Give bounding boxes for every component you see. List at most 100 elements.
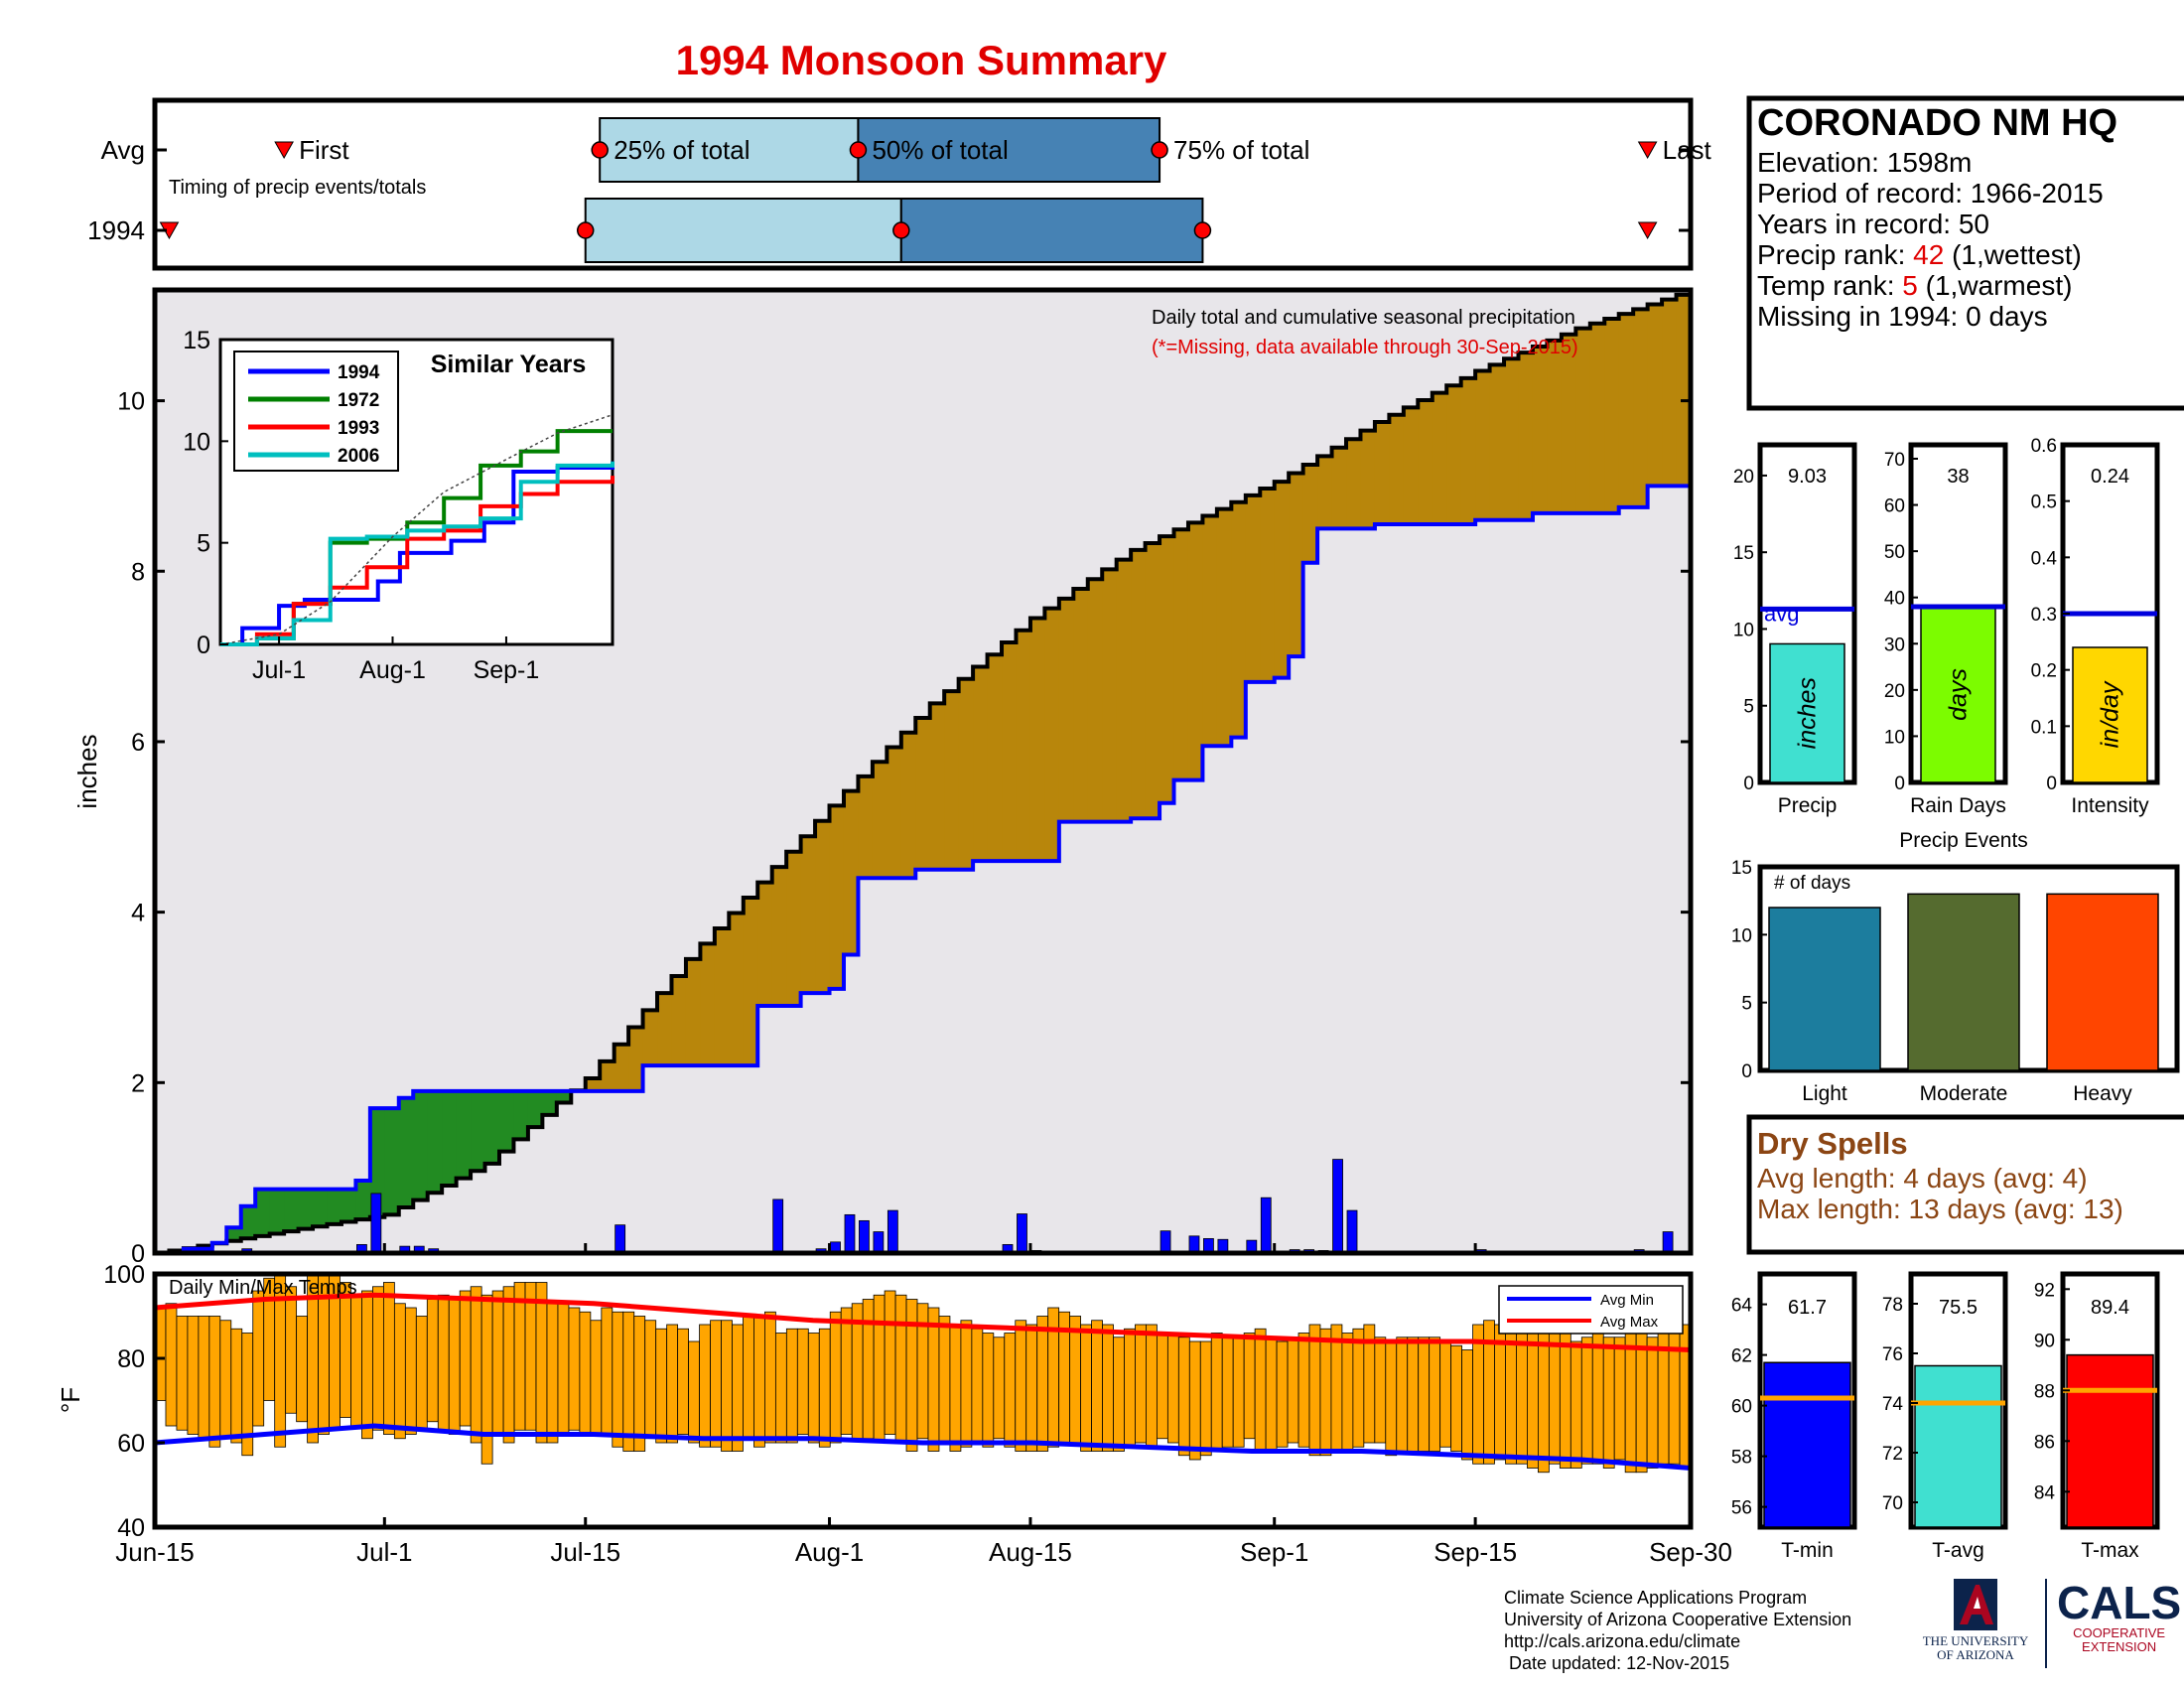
similar-years-inset: 0 5 10 15 Jul-1 Aug-1 Sep-1 Similar Years 1994 19… xyxy=(183,327,614,684)
daily-temp-bar xyxy=(437,1294,450,1431)
temp-rank-suffix: (1,warmest) xyxy=(1917,270,2073,301)
precip-events-chart: Light Moderate Heavy 0 5 10 15 Precip Events # o… xyxy=(1731,829,2180,1105)
daily-temp-bar xyxy=(1319,1328,1332,1457)
dry-spells-max: Max length: 13 days (avg: 13) xyxy=(1757,1194,2123,1224)
precip-departure-fill xyxy=(743,898,758,1066)
ua-logo-mark xyxy=(1954,1579,1997,1630)
events-bar xyxy=(1768,907,1881,1071)
timing-last-marker xyxy=(1637,221,1658,240)
precip-departure-fill xyxy=(1662,299,1678,487)
daily-temp-bar xyxy=(1602,1336,1615,1469)
precip-departure-fill xyxy=(900,732,916,879)
daily-temp-bar xyxy=(383,1282,395,1435)
daily-temp-bar xyxy=(1210,1333,1223,1452)
precip-rank-value: 42 xyxy=(1913,239,1945,270)
precip-departure-fill xyxy=(642,1010,658,1066)
temp-stat-tick-label: 78 xyxy=(1882,1295,1903,1316)
daily-temp-bar xyxy=(296,1316,309,1423)
precip-departure-fill xyxy=(513,1090,529,1140)
precip-departure-fill xyxy=(1561,334,1576,513)
daily-temp-bar xyxy=(1177,1336,1190,1457)
temp-y-tick-label: 100 xyxy=(103,1261,145,1289)
daily-temp-bar xyxy=(546,1303,559,1444)
daily-temp-bar xyxy=(699,1324,711,1448)
events-tick-label: 5 xyxy=(1741,994,1752,1015)
temp-rank-prefix: Temp rank: xyxy=(1757,270,1903,301)
daily-temp-bar xyxy=(1199,1340,1212,1457)
precip-stat-unit: in/day xyxy=(2097,680,2124,748)
timing-quartile-marker xyxy=(892,221,910,239)
daily-temp-bar xyxy=(677,1328,690,1435)
cumulative-precip-chart: 0 2 4 6 8 10 inches Daily total and cumulative … xyxy=(72,287,1694,1268)
y-tick-label: 10 xyxy=(117,388,145,416)
daily-temp-bar xyxy=(894,1294,907,1444)
precip-departure-fill xyxy=(786,851,802,1007)
daily-precip-bar xyxy=(1332,1159,1343,1254)
temp-legend-min: Avg Min xyxy=(1600,1292,1654,1309)
temp-stats-panels: 61.7 T-min 56 58 60 62 64 75.5 T-avg 70 72 74 76 78 89… xyxy=(1731,1271,2160,1562)
precip-stat-tick-label: 0.1 xyxy=(2031,717,2057,738)
temp-plot-frame xyxy=(152,1271,1694,1530)
footer-line-1: Climate Science Applications Program xyxy=(1504,1588,1808,1608)
precip-stat-label: Rain Days xyxy=(1910,794,2006,817)
precip-departure-fill xyxy=(1029,618,1045,862)
precip-departure-fill xyxy=(1432,392,1447,525)
precip-stat-avg-label: avg xyxy=(1764,601,1799,626)
precip-departure-fill xyxy=(226,1227,242,1241)
inset-x-tick-label: Aug-1 xyxy=(359,656,426,684)
inset-legend-label: 1993 xyxy=(338,418,379,439)
timing-box-q50-q75 xyxy=(899,198,1204,263)
temp-stat-tick-label: 64 xyxy=(1731,1296,1753,1317)
timing-quartile-marker xyxy=(576,221,595,239)
daily-temp-bar xyxy=(1113,1336,1125,1452)
daily-temp-bar xyxy=(1624,1333,1637,1474)
precip-departure-fill xyxy=(456,1090,472,1179)
cals-logo: CALS COOPERATIVE EXTENSION xyxy=(2057,1579,2181,1654)
date-x-tick-label: Jun-15 xyxy=(115,1537,195,1567)
daily-temp-bar xyxy=(459,1290,472,1427)
daily-temp-bar xyxy=(1527,1328,1539,1469)
precip-departure-fill xyxy=(887,747,902,879)
precip-departure-fill xyxy=(1187,522,1204,780)
precip-departure-fill xyxy=(1102,569,1118,822)
temp-rank: Temp rank: 5 (1,warmest) xyxy=(1757,270,2184,301)
precip-departure-fill xyxy=(255,1189,271,1236)
daily-temp-bar xyxy=(1004,1333,1017,1448)
events-bar xyxy=(2046,893,2159,1071)
inset-y-tick-label: 5 xyxy=(197,530,210,558)
daily-temp-bar xyxy=(927,1307,940,1452)
daily-temp-bar xyxy=(743,1316,754,1440)
temp-stat-tick-label: 58 xyxy=(1731,1448,1752,1469)
daily-temp-bar xyxy=(982,1333,995,1448)
precip-departure-fill xyxy=(1633,309,1649,507)
daily-temp-bar xyxy=(1287,1336,1299,1444)
temp-stat-label: T-max xyxy=(2081,1539,2139,1562)
precip-departure-fill xyxy=(1489,364,1505,520)
precip-stat-tick-label: 20 xyxy=(1884,681,1905,702)
daily-temp-bar xyxy=(633,1316,646,1452)
daily-temp-bar xyxy=(971,1328,984,1444)
temp-y-axis-label: °F xyxy=(56,1387,85,1413)
daily-precip-bar xyxy=(844,1213,856,1254)
precip-departure-fill xyxy=(1403,407,1419,525)
timing-box-q25-q50 xyxy=(584,198,902,263)
precip-stat-label: Precip xyxy=(1778,794,1838,817)
precip-departure-fill xyxy=(1331,447,1347,529)
precip-departure-fill xyxy=(369,1108,385,1217)
timing-box-q25-q50 xyxy=(599,117,860,183)
daily-precip-bar xyxy=(1188,1235,1200,1254)
dry-spells-avg: Avg length: 4 days (avg: 4) xyxy=(1757,1163,2088,1194)
date-x-tick-label: Aug-15 xyxy=(989,1537,1072,1567)
events-tick-label: 15 xyxy=(1731,858,1752,879)
precip-departure-fill xyxy=(1216,508,1232,747)
precip-departure-fill xyxy=(1245,494,1261,682)
daily-temp-bar xyxy=(372,1286,384,1431)
precip-departure-fill xyxy=(729,913,745,1066)
precip-departure-fill xyxy=(1044,608,1060,862)
timing-quartile-marker xyxy=(1193,221,1212,239)
precip-stat-tick-label: 0 xyxy=(1894,774,1905,794)
daily-temp-bar xyxy=(1548,1333,1561,1465)
temp-stat-tick-label: 72 xyxy=(1882,1444,1903,1465)
daily-temp-bar xyxy=(1657,1324,1670,1465)
inset-average-line xyxy=(219,414,614,645)
